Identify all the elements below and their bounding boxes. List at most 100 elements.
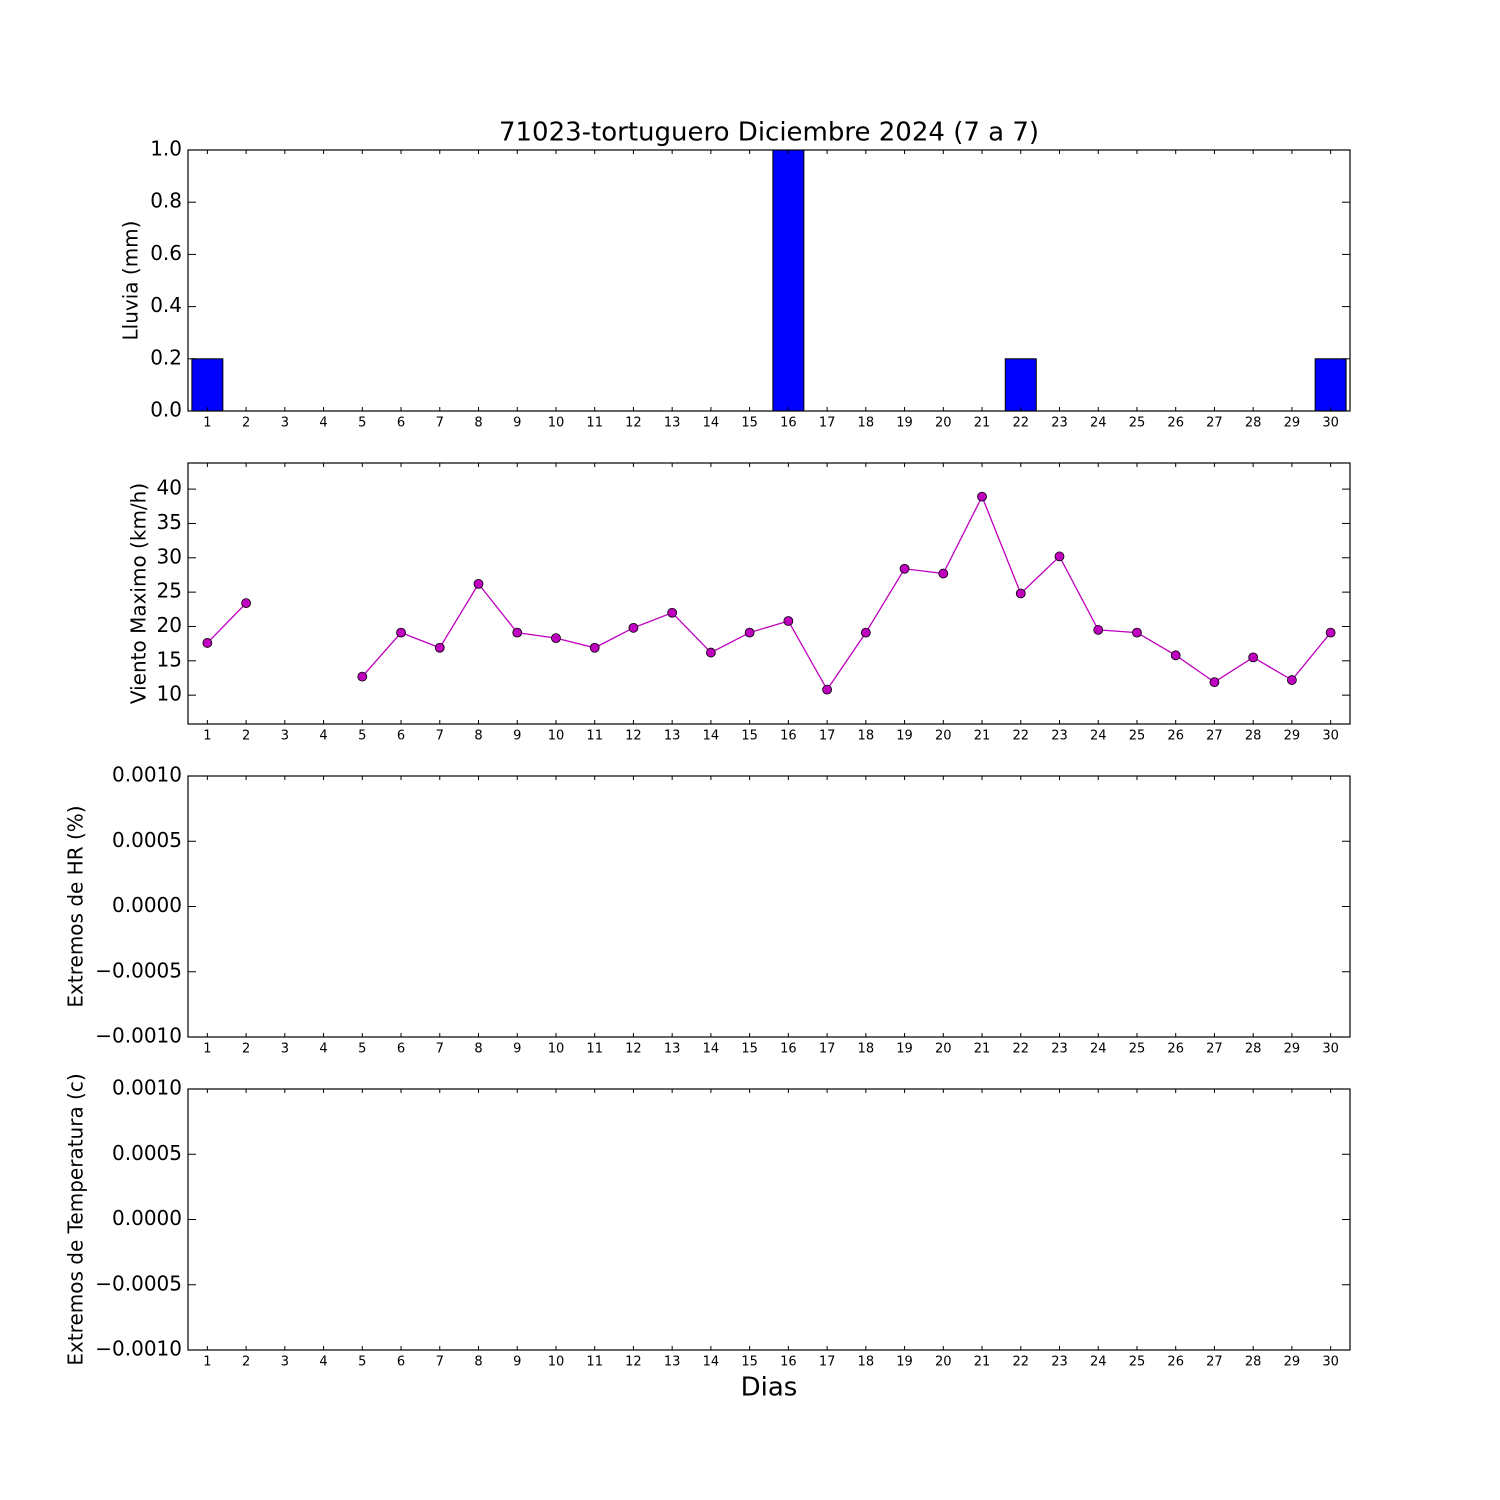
x-tick-label: 27 <box>1206 1042 1223 1057</box>
y-tick-label: 0.4 <box>150 293 182 317</box>
x-tick-label: 10 <box>548 729 565 744</box>
x-tick-label: 24 <box>1090 416 1107 431</box>
x-tick-label: 28 <box>1245 729 1262 744</box>
x-tick-label: 7 <box>436 729 444 744</box>
x-tick-label: 8 <box>474 1042 482 1057</box>
marker <box>628 622 639 633</box>
x-tick-label: 26 <box>1167 1042 1184 1057</box>
x-tick-label: 5 <box>358 416 366 431</box>
x-tick-label: 4 <box>319 1042 327 1057</box>
x-tick-label: 14 <box>703 1042 720 1057</box>
marker <box>744 627 755 638</box>
axes-frame <box>187 462 1351 725</box>
y-tick-label: −0.0005 <box>95 1271 182 1295</box>
bar <box>1004 358 1037 412</box>
x-tick-label: 25 <box>1129 416 1146 431</box>
x-tick-label: 14 <box>703 416 720 431</box>
x-tick-label: 3 <box>281 416 289 431</box>
y-axis-label: Viento Maximo (km/h) <box>127 483 151 704</box>
x-tick-label: 1 <box>203 729 211 744</box>
x-tick-label: 18 <box>858 1042 875 1057</box>
x-tick-label: 2 <box>242 729 250 744</box>
x-tick-label: 23 <box>1051 729 1068 744</box>
x-tick-label: 30 <box>1322 416 1339 431</box>
x-tick-label: 19 <box>896 729 913 744</box>
marker <box>1170 650 1181 661</box>
x-tick-label: 30 <box>1322 729 1339 744</box>
marker <box>202 638 213 648</box>
x-tick-label: 8 <box>474 729 482 744</box>
x-tick-label: 17 <box>819 1355 836 1370</box>
bar <box>1314 358 1347 412</box>
y-tick-label: 0.0010 <box>112 1076 182 1100</box>
x-tick-label: 2 <box>242 1042 250 1057</box>
marker <box>1054 551 1065 562</box>
x-tick-label: 8 <box>474 1355 482 1370</box>
y-tick-label: 40 <box>157 476 182 500</box>
axes-frame <box>187 149 1351 412</box>
x-tick-label: 24 <box>1090 1042 1107 1057</box>
x-tick-label: 16 <box>780 416 797 431</box>
x-tick-label: 13 <box>664 1042 681 1057</box>
y-tick-label: 0.0000 <box>112 1206 182 1230</box>
y-tick-label: 0.0005 <box>112 828 182 852</box>
x-tick-label: 6 <box>397 1355 405 1370</box>
x-tick-label: 21 <box>974 1042 991 1057</box>
x-tick-label: 9 <box>513 1355 521 1370</box>
x-tick-label: 25 <box>1129 729 1146 744</box>
x-tick-label: 17 <box>819 1042 836 1057</box>
y-tick-label: 10 <box>157 682 182 706</box>
x-tick-label: 13 <box>664 729 681 744</box>
x-tick-label: 5 <box>358 1042 366 1057</box>
marker <box>589 642 600 653</box>
y-tick-label: 0.0 <box>150 398 182 422</box>
x-tick-label: 20 <box>935 416 952 431</box>
x-tick-label: 29 <box>1284 729 1301 744</box>
x-tick-label: 17 <box>819 416 836 431</box>
marker <box>1093 625 1104 635</box>
x-tick-label: 16 <box>780 1355 797 1370</box>
y-tick-label: 0.2 <box>150 345 182 369</box>
x-tick-label: 7 <box>436 1355 444 1370</box>
marker <box>1015 588 1026 599</box>
x-tick-label: 28 <box>1245 416 1262 431</box>
x-tick-label: 7 <box>436 1042 444 1057</box>
x-tick-label: 6 <box>397 1042 405 1057</box>
x-tick-label: 25 <box>1129 1355 1146 1370</box>
x-tick-label: 15 <box>741 416 758 431</box>
marker <box>1132 627 1142 638</box>
marker <box>706 647 716 658</box>
x-tick-label: 26 <box>1167 1355 1184 1370</box>
marker <box>512 627 523 638</box>
x-tick-label: 19 <box>896 1355 913 1370</box>
x-tick-label: 7 <box>436 416 444 431</box>
x-tick-label: 16 <box>780 1042 797 1057</box>
x-tick-label: 11 <box>586 729 603 744</box>
x-tick-label: 26 <box>1167 416 1184 431</box>
marker <box>551 633 561 644</box>
y-tick-label: 15 <box>157 647 182 671</box>
y-tick-label: 0.0005 <box>112 1141 182 1165</box>
x-tick-label: 19 <box>896 1042 913 1057</box>
x-tick-label: 9 <box>513 1042 521 1057</box>
x-tick-label: 18 <box>858 416 875 431</box>
x-tick-label: 18 <box>858 1355 875 1370</box>
marker <box>1287 675 1297 685</box>
x-tick-label: 23 <box>1051 1042 1068 1057</box>
x-tick-label: 20 <box>935 729 952 744</box>
x-tick-label: 20 <box>935 1042 952 1057</box>
marker <box>1209 677 1220 688</box>
marker <box>938 568 949 579</box>
x-tick-label: 29 <box>1284 416 1301 431</box>
x-tick-label: 11 <box>586 1355 603 1370</box>
x-tick-label: 24 <box>1090 729 1107 744</box>
x-tick-label: 1 <box>203 416 211 431</box>
y-axis-label: Extremos de HR (%) <box>64 805 88 1007</box>
x-tick-label: 26 <box>1167 729 1184 744</box>
x-tick-label: 15 <box>741 1355 758 1370</box>
marker <box>1248 652 1259 663</box>
y-tick-label: 0.6 <box>150 241 182 265</box>
x-tick-label: 30 <box>1322 1042 1339 1057</box>
y-tick-label: 0.0010 <box>112 763 182 787</box>
x-tick-label: 6 <box>397 729 405 744</box>
